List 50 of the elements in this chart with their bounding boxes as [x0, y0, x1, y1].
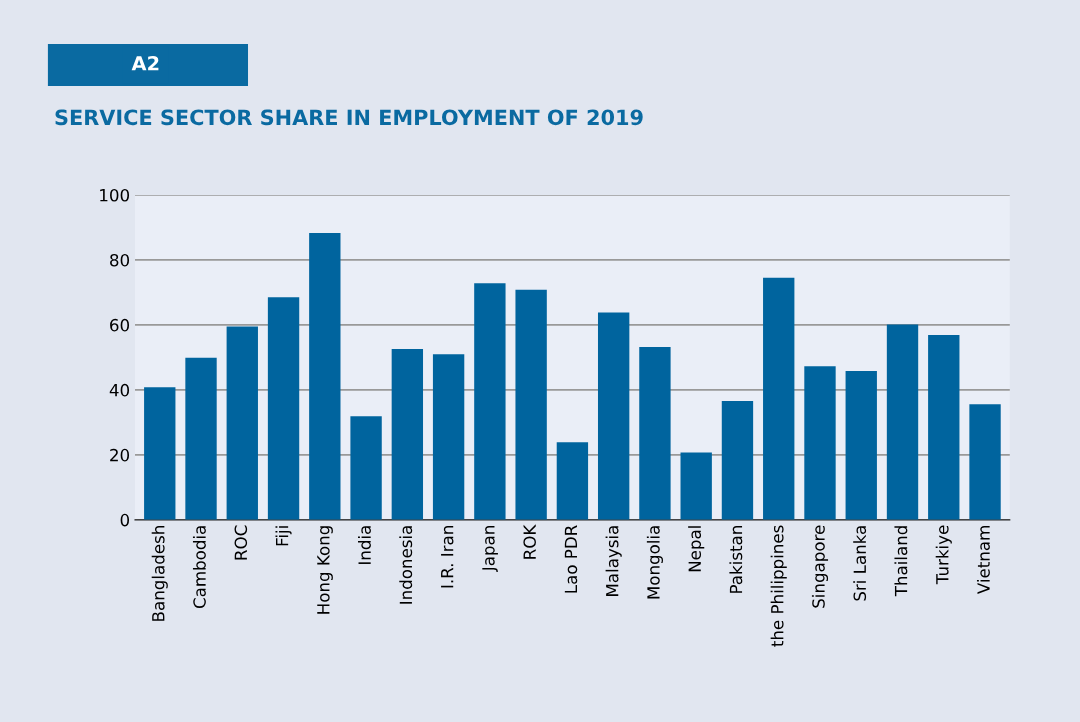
x-tick-label: Thailand [894, 526, 908, 597]
bar [309, 232, 341, 520]
x-tick-label: Fiji [275, 526, 292, 546]
bar [185, 357, 217, 520]
bar [391, 348, 424, 520]
x-tick-label: Malaysia [605, 526, 622, 596]
y-tick-label: 100 [100, 188, 130, 202]
x-tick-label: Vietnam [976, 526, 990, 595]
x-tick-label: Japan [482, 526, 498, 573]
bar [969, 404, 1001, 520]
x-tick-label: ROK [523, 524, 536, 559]
x-tick-label: Nepal [688, 526, 705, 572]
y-tick-label: 60 [110, 318, 130, 332]
chart-title: SERVICE SECTOR SHARE IN EMPLOYMENT OF 2019 [55, 109, 643, 126]
bar [432, 354, 465, 520]
x-tick-label: Lao PDR [564, 525, 578, 593]
x-tick-label: Cambodia [192, 526, 206, 609]
x-tick-label: Indonesia [399, 526, 413, 604]
bar [474, 283, 506, 520]
bar [350, 416, 382, 520]
bar [144, 387, 176, 520]
x-tick-label: Sri Lanka [853, 526, 867, 601]
bar [928, 334, 960, 520]
x-tick-label: Singapore [811, 525, 829, 608]
y-tick-label: 80 [110, 253, 130, 267]
x-tick-label: Turkiye [935, 525, 952, 585]
bar [556, 442, 589, 520]
y-tick-label: 40 [109, 383, 130, 397]
bar [267, 297, 300, 520]
bar [845, 371, 877, 520]
y-tick-label: 20 [110, 448, 130, 462]
x-tick-label: Hong Kong [317, 526, 333, 614]
x-tick-label: India [358, 526, 371, 564]
bar [721, 400, 754, 520]
bar [639, 346, 671, 520]
text: A2 [131, 55, 159, 71]
bar [597, 312, 630, 520]
x-tick-label: the Philippines [770, 525, 787, 647]
bar [226, 326, 258, 520]
bar [763, 277, 795, 520]
x-tick-label: ROC [234, 525, 248, 560]
x-tick-label: I.R. Iran [441, 526, 454, 588]
y-tick-label: 0 [120, 513, 130, 527]
x-tick-label: Bangladesh [151, 526, 168, 621]
bar [804, 366, 836, 520]
bar [886, 324, 919, 520]
bar [515, 289, 547, 520]
x-tick-label: Pakistan [729, 526, 743, 593]
bar [680, 452, 712, 520]
x-tick-label: Mongolia [646, 526, 663, 599]
